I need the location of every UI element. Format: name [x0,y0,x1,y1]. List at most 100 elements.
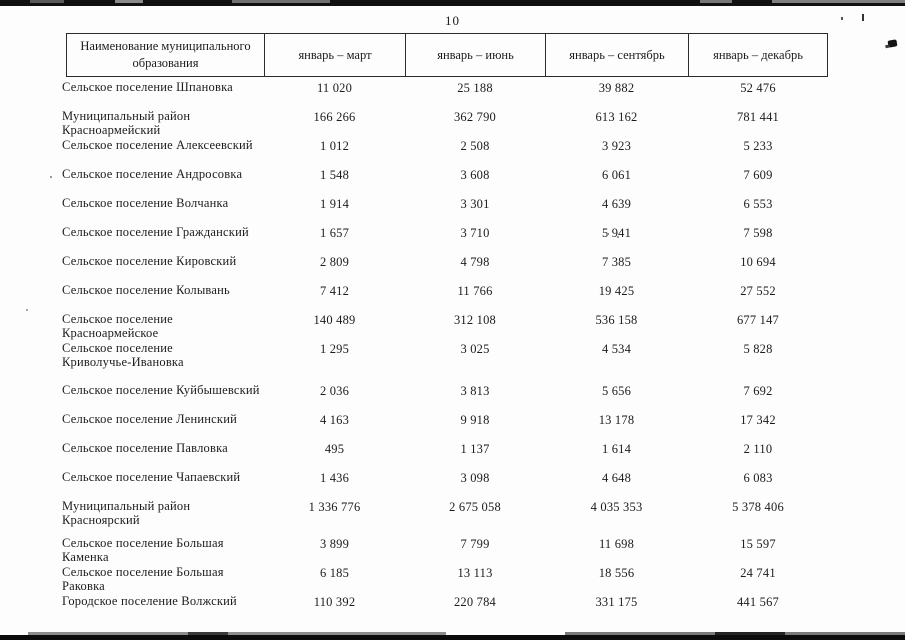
scan-edge-segment [772,0,905,3]
value-jan-jun: 3 025 [460,342,490,356]
value-jan-mar: 1 336 776 [308,500,361,514]
municipality-name: Сельское поселение Андросовка [62,167,243,181]
page-number: 10 [445,13,460,28]
ink-blot-artifact [887,39,898,48]
table-row: Сельское поселение Кировский 2 809 4 798 7 … [62,251,828,280]
table-row: Сельское поселение Красноармейское 140 48… [62,309,828,339]
table-row: Сельское поселение Андросовка 1 548 3 608 6… [62,164,828,193]
table-row: Сельское поселение Криволучье-Ивановка 1 … [62,338,828,380]
table-row: Муниципальный район Красноармейский 166 2… [62,106,828,137]
table-row: Сельское поселение Павловка 495 1 137 1 614… [62,438,828,467]
value-jan-sep: 6 061 [601,168,632,182]
scan-speck [841,17,843,20]
municipality-name: Городское поселение Волжский [62,594,237,608]
value-jan-dec: 7 598 [743,226,773,240]
value-jan-jun: 9 918 [460,413,490,427]
municipality-name: Муниципальный район Красноярский [62,499,191,527]
value-jan-mar: 11 020 [316,81,353,95]
table-row: Сельское поселение Ленинский 4 163 9 918 13… [62,409,828,438]
value-jan-dec: 24 741 [740,566,776,580]
value-jan-jun: 4 798 [460,255,490,269]
value-jan-sep: 613 162 [595,110,638,124]
value-jan-mar: 2 036 [319,384,350,398]
value-jan-dec: 2 110 [743,442,773,456]
scan-edge-bottom-line [28,632,446,635]
table-body: Сельское поселение Шпановка 11 020 25 188 3… [62,77,828,620]
municipality-name: Сельское поселение Колывань [62,283,230,297]
value-jan-mar: 140 489 [313,313,356,327]
scan-edge-segment [232,0,330,3]
column-header-jan-mar: январь – март [264,34,405,76]
value-jan-jun: 3 301 [460,197,490,211]
municipal-revenue-table: Наименование муниципального образования … [62,33,828,620]
scan-speck [617,236,619,238]
scan-edge-segment [115,0,143,3]
value-jan-jun: 3 098 [460,471,490,485]
value-jan-sep: 4 035 353 [590,500,643,514]
value-jan-sep: 3 923 [601,139,632,153]
value-jan-sep: 13 178 [598,413,635,427]
value-jan-mar: 1 436 [319,471,350,485]
municipality-name: Сельское поселение Алексеевский [62,138,253,152]
value-jan-sep: 5 941 [601,226,632,240]
value-jan-sep: 1 614 [601,442,632,456]
value-jan-dec: 7 609 [743,168,773,182]
value-jan-mar: 1 295 [319,342,350,356]
value-jan-dec: 15 597 [740,537,776,551]
municipality-name: Сельское поселение Криволучье-Ивановка [62,341,184,369]
value-jan-sep: 4 534 [601,342,632,356]
municipality-name: Сельское поселение Гражданский [62,225,249,239]
value-jan-jun: 220 784 [453,595,497,609]
value-jan-dec: 6 553 [743,197,773,211]
municipality-name: Сельское поселение Куйбышевский [62,383,260,397]
column-header-jan-sep: январь – сентябрь [545,34,688,76]
value-jan-dec: 677 147 [736,313,780,327]
scan-edge-segment [700,0,732,3]
table-row: Сельское поселение Волчанка 1 914 3 301 4 6… [62,193,828,222]
value-jan-mar: 3 899 [319,537,350,551]
value-jan-jun: 3 710 [460,226,490,240]
value-jan-dec: 5 828 [743,342,773,356]
municipality-name: Сельское поселение Большая Каменка [62,536,224,564]
value-jan-sep: 11 698 [598,537,635,551]
value-jan-jun: 312 108 [453,313,497,327]
value-jan-jun: 1 137 [460,442,490,456]
value-jan-sep: 4 639 [601,197,632,211]
value-jan-dec: 441 567 [736,595,780,609]
value-jan-jun: 7 799 [460,537,490,551]
table-row: Сельское поселение Колывань 7 412 11 766 19… [62,280,828,309]
table-row: Сельское поселение Большая Каменка 3 899 7… [62,533,828,564]
municipality-name: Сельское поселение Шпановка [62,80,233,94]
table-row: Городское поселение Волжский 110 392 220 7… [62,591,828,620]
value-jan-jun: 3 813 [460,384,490,398]
value-jan-mar: 2 809 [319,255,350,269]
scan-speck [607,233,609,235]
value-jan-sep: 19 425 [598,284,635,298]
municipality-name: Сельское поселение Волчанка [62,196,229,210]
scan-speck [862,14,864,21]
column-header-municipality-name: Наименование муниципального образования [80,39,251,70]
value-jan-sep: 18 556 [598,566,635,580]
value-jan-mar: 1 657 [319,226,350,240]
municipality-name: Сельское поселение Чапаевский [62,470,241,484]
value-jan-dec: 52 476 [740,81,776,95]
value-jan-mar: 166 266 [313,110,356,124]
table-row: Сельское поселение Шпановка 11 020 25 188 3… [62,77,828,106]
value-jan-jun: 13 113 [457,566,493,580]
table-row: Муниципальный район Красноярский 1 336 77… [62,496,828,533]
value-jan-jun: 2 508 [460,139,490,153]
municipality-name: Муниципальный район Красноармейский [62,109,191,137]
municipality-name: Сельское поселение Большая Раковка [62,565,224,593]
value-jan-jun: 362 790 [453,110,497,124]
scan-edge-segment [30,0,64,3]
column-header-jan-dec: январь – декабрь [688,34,827,76]
value-jan-sep: 536 158 [595,313,638,327]
value-jan-dec: 17 342 [740,413,776,427]
municipality-name: Сельское поселение Кировский [62,254,237,268]
value-jan-dec: 5 378 406 [732,500,784,514]
value-jan-mar: 4 163 [319,413,350,427]
scan-speck [26,309,28,311]
value-jan-sep: 5 656 [601,384,632,398]
value-jan-mar: 6 185 [319,566,350,580]
value-jan-dec: 10 694 [740,255,776,269]
